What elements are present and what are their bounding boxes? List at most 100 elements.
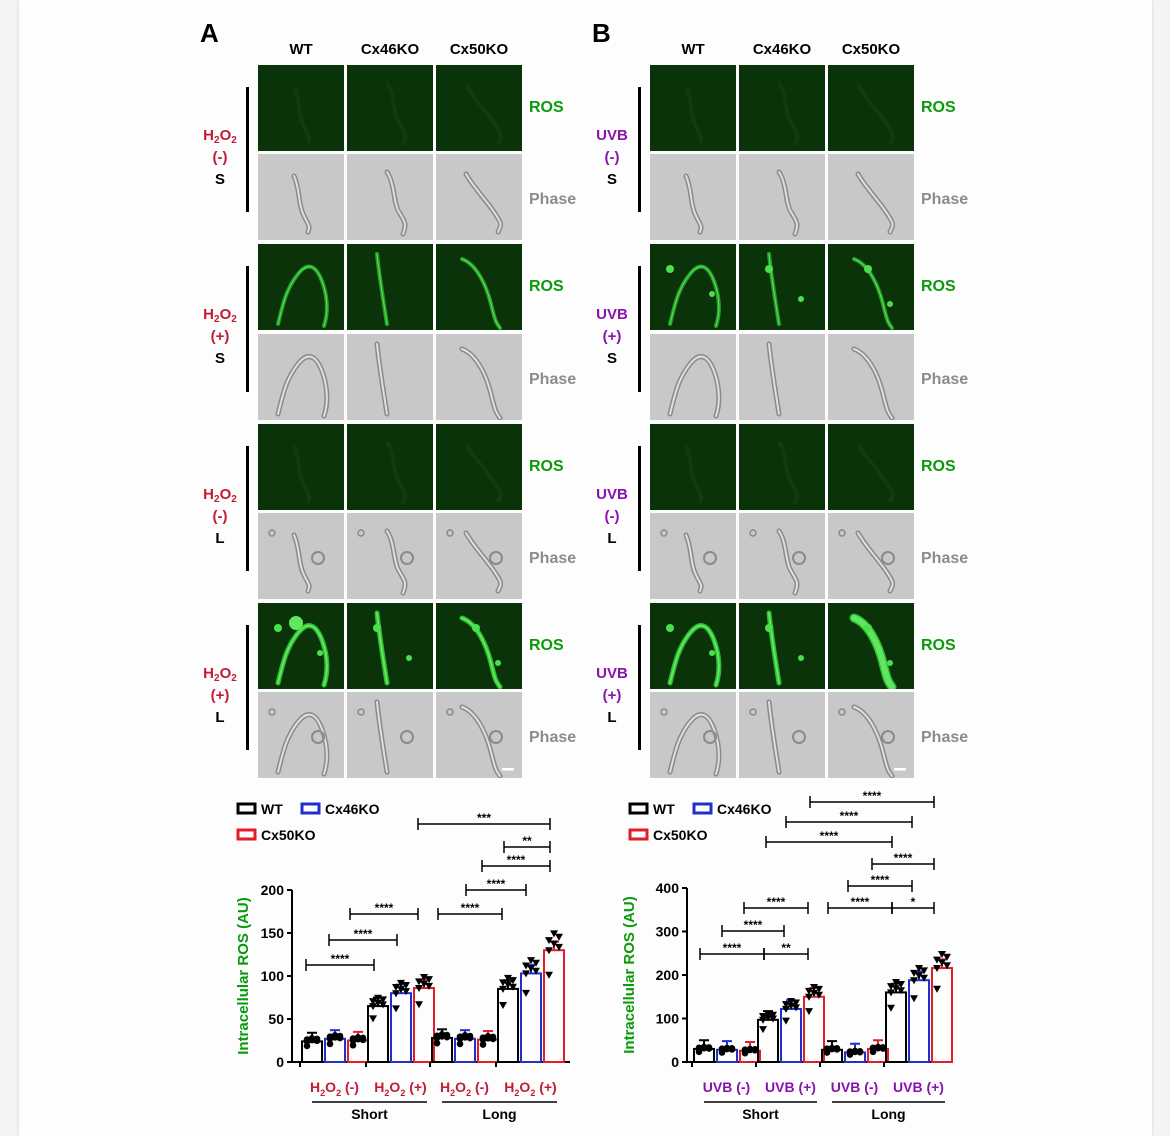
sig-label: **** [894,851,913,865]
data-point [438,1033,446,1040]
sig-label: **** [851,895,870,909]
data-point [326,1035,334,1043]
a-condition-label-1: H2O2 (+) S [203,306,237,367]
legend-label-2: Cx50KO [261,827,316,843]
data-point [805,987,813,995]
group-label-0: Short [351,1106,388,1122]
data-point [456,1040,464,1048]
data-point [846,1049,854,1056]
data-point [833,1046,841,1053]
data-point [349,1041,357,1049]
data-point [392,1005,400,1013]
data-point [823,1046,831,1054]
data-point [920,974,928,982]
data-point [915,964,923,972]
data-point [522,962,530,970]
chart-a: WT Cx46KO Cx50KO 0 50 100 150 200 Intracellular … [235,801,570,1122]
data-point [728,1046,736,1053]
a-ros-label-0: ROS [529,99,564,116]
a-phase-label-1: Phase [529,371,577,388]
data-point [723,1045,731,1053]
data-point [420,973,428,981]
y-tick-label: 0 [276,1054,284,1070]
b-phase-image-2-2 [828,513,914,599]
a-group-bar-2 [246,446,249,571]
data-point [466,1034,474,1042]
b-group-bar-2 [638,446,641,571]
a-group-bar-0 [246,87,249,212]
sig-label: **** [744,918,763,932]
data-point [433,1039,441,1047]
b-phase-image-2-1 [739,513,825,599]
b-condition-label-0: UVB (-) S [596,127,628,188]
data-point [479,1036,487,1043]
data-point [489,1035,497,1043]
legend-label-2: Cx50KO [653,827,708,843]
condition-label-2: H2O2 (-) [440,1079,489,1098]
legend-label-0: WT [261,801,283,817]
chart-b: WT Cx46KO Cx50KO 0 100 200 300 400 Intracellular… [621,790,953,1122]
a-panel-letter: A [200,18,219,48]
a-col-header-2: Cx50KO [449,41,509,58]
data-point [887,1004,895,1012]
data-point [718,1046,726,1054]
data-point [545,971,553,979]
y-tick-label: 100 [261,968,285,984]
y-tick-label: 0 [671,1054,679,1070]
data-point [933,956,941,964]
data-point [869,1045,877,1053]
bar-Cx46KO-3 [520,972,542,1063]
data-point [509,977,517,985]
bar-Cx46KO-3 [908,979,930,1063]
data-point [550,930,558,938]
data-point [392,990,400,998]
a-phase-image-1-2 [436,334,522,420]
legend-swatch-0 [236,802,257,815]
a-ros-image-1-1 [347,244,433,330]
b-ros-image-3-0 [650,603,736,689]
data-point [527,965,535,973]
b-phase-image-3-1 [739,692,825,778]
sig-label: **** [507,853,526,867]
data-point [782,1005,790,1013]
condition-label-3: H2O2 (+) [504,1079,556,1098]
data-point [415,978,423,986]
data-point [397,986,405,994]
sig-label: **** [375,901,394,915]
b-phase-image-1-1 [739,334,825,420]
a-col-header-1: Cx46KO [360,41,420,58]
data-point [336,1034,344,1042]
b-col-header-1: Cx46KO [752,41,812,58]
b-phase-label-3: Phase [921,729,969,746]
data-point [425,976,433,984]
data-point [810,983,818,991]
data-point [943,962,951,970]
a-ros-image-1-2 [436,244,522,330]
a-phase-image-2-0 [258,513,344,599]
b-condition-label-3: UVB (+) L [596,665,628,726]
sig-label: **** [863,790,882,803]
legend-label-1: Cx46KO [717,801,772,817]
a-ros-image-0-0 [258,65,344,151]
figure-page [19,0,1152,1136]
data-point [425,982,433,990]
sig-label: **** [723,941,742,955]
data-point [349,1037,357,1044]
sig-label: *** [477,811,491,825]
data-point [456,1035,464,1043]
condition-label-1: UVB (+) [765,1079,816,1095]
b-phase-label-2: Phase [921,550,969,567]
data-point [545,947,553,955]
data-point [695,1045,703,1053]
data-point [815,991,823,999]
a-phase-image-1-1 [347,334,433,420]
sig-label: **** [871,873,890,887]
a-ros-image-2-0 [258,424,344,510]
bar-Cx46KO-1 [780,1007,802,1063]
y-tick-label: 150 [261,925,285,941]
sig-label: **** [487,877,506,891]
data-point [851,1048,859,1056]
a-ros-label-3: ROS [529,637,564,654]
data-point [479,1041,487,1048]
data-point [484,1034,492,1042]
